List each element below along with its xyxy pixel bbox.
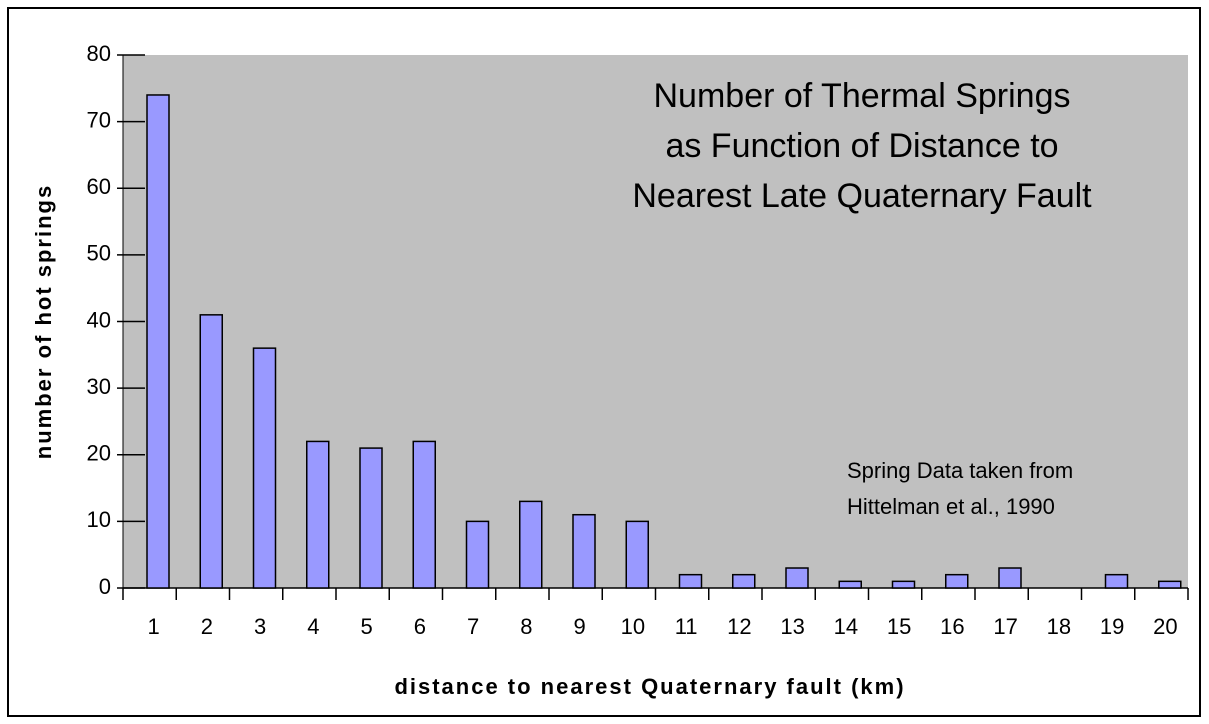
bar <box>252 347 277 589</box>
bar <box>465 520 490 589</box>
x-tick-label: 7 <box>467 614 479 639</box>
bar <box>838 580 862 589</box>
x-tick-label: 12 <box>727 614 751 639</box>
y-tick-label: 40 <box>87 307 111 332</box>
x-tick-label: 14 <box>834 614 858 639</box>
annotation: Hittelman et al., 1990 <box>847 494 1055 519</box>
x-axis-title: distance to nearest Quaternary fault (km… <box>394 674 905 699</box>
plot-area <box>123 55 1188 588</box>
x-tick-label: 20 <box>1153 614 1177 639</box>
y-tick-label: 50 <box>87 241 111 266</box>
bar <box>678 573 703 589</box>
bar <box>785 567 809 589</box>
bar <box>359 447 383 589</box>
bar <box>306 440 330 589</box>
x-tick-label: 16 <box>940 614 964 639</box>
y-tick-label: 10 <box>87 507 111 532</box>
x-tick-label: 6 <box>414 614 426 639</box>
chart-title: Nearest Late Quaternary Fault <box>632 177 1092 215</box>
bar <box>412 440 436 589</box>
bar <box>572 513 596 589</box>
x-tick-label: 9 <box>574 614 586 639</box>
y-tick-label: 60 <box>87 174 111 199</box>
annotation: Spring Data taken from <box>847 458 1073 483</box>
bar <box>998 567 1022 589</box>
x-tick-label: 8 <box>520 614 532 639</box>
bar <box>146 94 170 589</box>
bar <box>199 314 223 589</box>
x-tick-label: 2 <box>201 614 213 639</box>
y-tick-label: 80 <box>87 41 111 66</box>
bar <box>1158 580 1182 589</box>
x-tick-label: 15 <box>887 614 911 639</box>
x-tick-label: 17 <box>993 614 1017 639</box>
bar <box>519 500 543 589</box>
chart-title: Number of Thermal Springs <box>654 77 1071 115</box>
bar <box>625 520 649 589</box>
bar <box>1104 573 1129 589</box>
bar <box>732 573 756 589</box>
x-tick-label: 4 <box>307 614 319 639</box>
x-tick-label: 11 <box>675 614 698 639</box>
bar <box>945 573 969 589</box>
bar <box>891 580 916 589</box>
y-tick-label: 30 <box>87 374 111 399</box>
x-tick-label: 3 <box>254 614 266 639</box>
y-axis-title: number of hot springs <box>31 184 56 459</box>
chart-title: as Function of Distance to <box>665 127 1058 165</box>
x-tick-label: 18 <box>1047 614 1071 639</box>
y-tick-label: 20 <box>87 441 111 466</box>
y-tick-label: 70 <box>87 107 111 132</box>
x-tick-label: 13 <box>780 614 804 639</box>
y-tick-label: 0 <box>99 574 111 599</box>
x-tick-label: 19 <box>1100 614 1124 639</box>
x-tick-label: 5 <box>361 614 373 639</box>
x-tick-label: 1 <box>148 614 160 639</box>
x-tick-label: 10 <box>621 614 645 639</box>
